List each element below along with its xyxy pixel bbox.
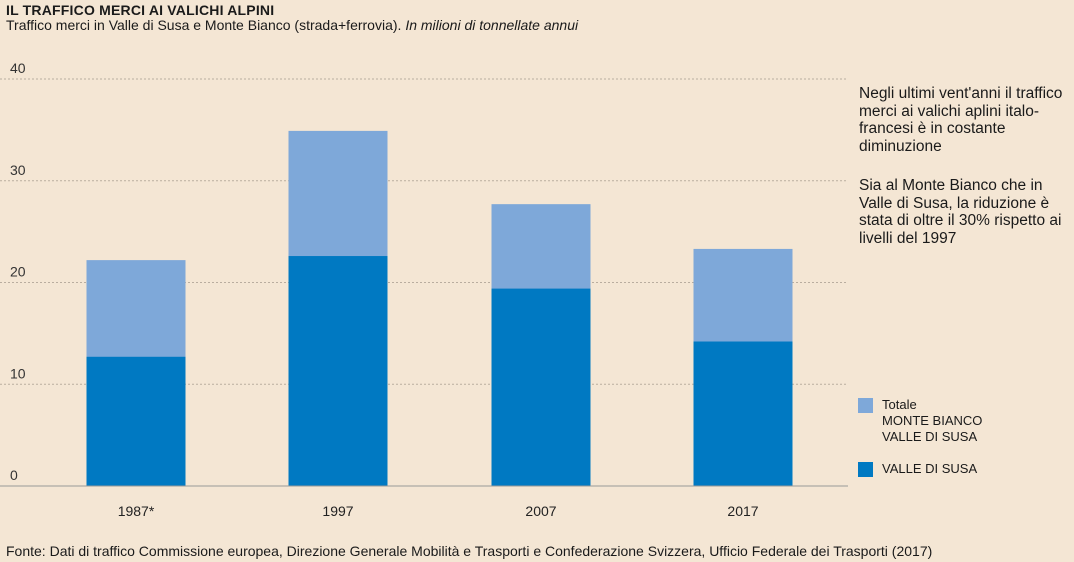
chart-subtitle: Traffico merci in Valle di Susa e Monte … bbox=[6, 17, 578, 33]
x-tick-label: 1997 bbox=[322, 503, 353, 519]
x-tick-label: 1987* bbox=[118, 503, 155, 519]
annotation-trend: Negli ultimi vent'anni il traffico merci… bbox=[859, 85, 1063, 155]
y-tick-label: 20 bbox=[10, 264, 26, 280]
bar-valle-1 bbox=[288, 256, 388, 486]
legend-label-valle: VALLE DI SUSA bbox=[882, 461, 978, 476]
legend-swatch-valle bbox=[858, 462, 873, 477]
y-tick-label: 40 bbox=[10, 60, 26, 76]
x-tick-label: 2017 bbox=[727, 503, 758, 519]
annotation-reduction: Sia al Monte Bianco che in Valle di Susa… bbox=[859, 177, 1062, 247]
chart-title: IL TRAFFICO MERCI AI VALICHI ALPINI bbox=[6, 2, 275, 18]
bar-valle-0 bbox=[86, 356, 186, 486]
subtitle-unit-note: In milioni di tonnellate annui bbox=[405, 17, 579, 33]
legend-total-line3: VALLE DI SUSA bbox=[882, 429, 978, 444]
y-tick-label: 10 bbox=[10, 365, 26, 381]
legend-swatch-total bbox=[858, 398, 873, 413]
x-tick-label: 2007 bbox=[525, 503, 556, 519]
y-tick-label: 0 bbox=[10, 467, 18, 483]
legend-total-line2: MONTE BIANCO bbox=[882, 413, 983, 428]
bar-valle-3 bbox=[693, 341, 793, 486]
legend-total-line1: Totale bbox=[882, 397, 917, 412]
bar-valle-2 bbox=[491, 288, 591, 486]
source-note: Fonte: Dati di traffico Commissione euro… bbox=[6, 543, 933, 559]
legend-label-total: Totale MONTE BIANCO VALLE DI SUSA bbox=[882, 397, 982, 445]
subtitle-text: Traffico merci in Valle di Susa e Monte … bbox=[6, 17, 402, 33]
y-tick-label: 30 bbox=[10, 162, 26, 178]
